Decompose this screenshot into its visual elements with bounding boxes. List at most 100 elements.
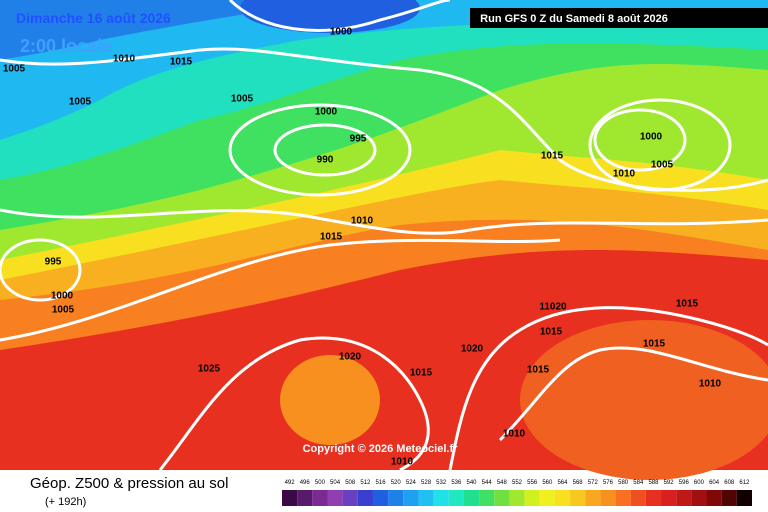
scale-swatch — [312, 490, 328, 506]
scale-swatch — [661, 490, 677, 506]
scale-swatch — [433, 490, 449, 506]
isobar-label: 1005 — [231, 94, 254, 105]
scale-swatch — [585, 490, 601, 506]
isobar — [228, 103, 412, 197]
scale-label: 592 — [664, 480, 675, 486]
scale-label: 580 — [618, 480, 629, 486]
isobars — [0, 0, 768, 472]
scale-label: 604 — [709, 480, 720, 486]
scale-swatch — [630, 490, 646, 506]
scale-swatch — [297, 490, 313, 506]
isobar-label: 995 — [45, 257, 62, 268]
isobar-label: 1000 — [315, 107, 338, 118]
isobar — [593, 108, 687, 172]
isobar-label: 1025 — [198, 364, 221, 375]
isobar-label: 1015 — [676, 299, 699, 310]
isobar-label: 1015 — [540, 327, 563, 338]
field-band — [0, 0, 350, 60]
isobar-labels: 1000 1010 1015 1005 1005 1005 1000 995 990 1010 10… — [3, 27, 722, 468]
isobar — [0, 208, 768, 235]
isobar-label: 1005 — [3, 64, 26, 75]
isobar-label: 990 — [317, 155, 334, 166]
scale-label: 584 — [633, 480, 644, 486]
scale-label: 548 — [497, 480, 508, 486]
isobar-label: 1010 — [391, 457, 414, 468]
scale-label: 540 — [467, 480, 478, 486]
scale-swatch — [388, 490, 404, 506]
scale-label: 492 — [285, 480, 296, 486]
scale-swatch — [342, 490, 358, 506]
scale-label: 600 — [694, 480, 705, 486]
isobar-label: 1010 — [699, 379, 722, 390]
isobar-label: 1015 — [527, 365, 550, 376]
scale-swatch — [327, 490, 343, 506]
scale-label: 500 — [315, 480, 326, 486]
map: 1000 1010 1015 1005 1005 1005 1000 995 990 1010 10… — [0, 0, 768, 480]
scale-label: 552 — [512, 480, 523, 486]
scale-label: 576 — [603, 480, 614, 486]
scale-label: 496 — [300, 480, 311, 486]
scale-label: 588 — [648, 480, 659, 486]
scale-label: 544 — [482, 480, 493, 486]
isobar-label: 1000 — [51, 291, 74, 302]
scale-swatch — [691, 490, 707, 506]
isobar-label: 1015 — [320, 232, 343, 243]
scale-label: 512 — [360, 480, 371, 486]
scale-swatch — [524, 490, 540, 506]
field-blob — [520, 320, 768, 480]
isobar-label: 1020 — [461, 344, 484, 355]
isobar-label: 1000 — [330, 27, 353, 38]
scale-label: 608 — [724, 480, 735, 486]
isobar-label: 1020 — [339, 352, 362, 363]
scale-swatch — [372, 490, 389, 506]
isobar — [0, 238, 82, 302]
scale-swatch — [494, 490, 510, 506]
scale-label: 560 — [542, 480, 553, 486]
scale-swatch — [539, 490, 555, 506]
isobar — [158, 336, 430, 472]
scale-label: 504 — [330, 480, 341, 486]
scale-swatch — [554, 490, 571, 506]
isobar-label: 1010 — [113, 54, 136, 65]
isobar-label: 1005 — [69, 97, 92, 108]
isobar-label: 1015 — [410, 368, 433, 379]
footer-subtitle: (+ 192h) — [45, 496, 86, 508]
scale-swatch — [570, 490, 586, 506]
field-band — [0, 0, 768, 140]
scale-swatch — [509, 490, 525, 506]
scale-label: 572 — [588, 480, 599, 486]
isobar — [273, 123, 377, 177]
isobar-label: 11020 — [539, 302, 567, 313]
isobar-label: 995 — [350, 134, 367, 145]
isobar-label: 1000 — [640, 132, 663, 143]
scale-swatch — [645, 490, 662, 506]
isobar — [448, 306, 768, 471]
run-info: Run GFS 0 Z du Samedi 8 août 2026 — [480, 13, 668, 25]
scale-label: 556 — [527, 480, 538, 486]
isobar — [0, 238, 561, 342]
isobar-label: 1010 — [503, 429, 526, 440]
scale-label: 596 — [679, 480, 690, 486]
isobar-label: 1005 — [52, 305, 75, 316]
field-blob — [280, 355, 380, 445]
scale-label: 532 — [436, 480, 447, 486]
scale-swatch — [721, 490, 737, 506]
isobar-label: 1015 — [643, 339, 666, 350]
scale-label: 612 — [739, 480, 750, 486]
scale-label: 520 — [391, 480, 402, 486]
scale-label: 524 — [406, 480, 417, 486]
scale-label: 568 — [573, 480, 584, 486]
isobar — [498, 346, 768, 442]
scale-swatch — [282, 490, 298, 506]
field-blob — [240, 0, 420, 33]
footer-title: Géop. Z500 & pression au sol — [30, 475, 228, 492]
scale-label: 564 — [557, 480, 568, 486]
isobar-label: 1005 — [651, 160, 674, 171]
scale-swatch — [418, 490, 434, 506]
isobar-label: 1010 — [351, 216, 374, 227]
scale-swatch — [463, 490, 480, 506]
isobar-label: 1015 — [170, 57, 193, 68]
scale-swatch — [676, 490, 692, 506]
scale-label: 536 — [451, 480, 462, 486]
